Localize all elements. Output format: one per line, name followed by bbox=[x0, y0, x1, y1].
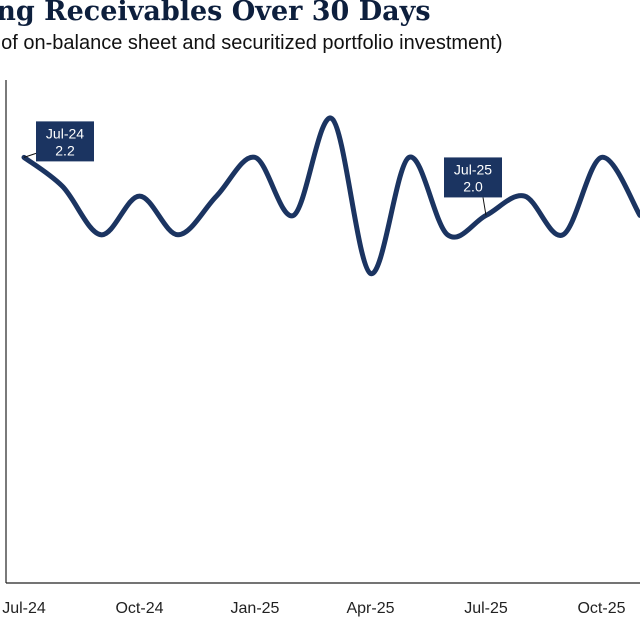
x-tick-label: Oct-24 bbox=[115, 600, 163, 617]
callout-leader bbox=[23, 152, 37, 158]
chart-title: ing Receivables Over 30 Days bbox=[0, 0, 431, 27]
x-tick-label: Jan-25 bbox=[231, 600, 280, 617]
callout-date: Jul-24 bbox=[46, 125, 84, 141]
chart-subtitle: t of on-balance sheet and securitized po… bbox=[0, 32, 503, 54]
callout-box bbox=[444, 157, 502, 198]
callout-leader bbox=[482, 197, 487, 216]
x-tick-label: Apr-25 bbox=[346, 600, 394, 617]
callout-value: 2.2 bbox=[55, 142, 75, 158]
callout-value: 2.0 bbox=[463, 178, 483, 194]
callout-box bbox=[36, 121, 94, 162]
x-tick-label: Jul-25 bbox=[464, 600, 508, 617]
series-line bbox=[21, 115, 640, 276]
x-tick-label: Oct-25 bbox=[577, 600, 625, 617]
x-tick-label: Jul-24 bbox=[2, 600, 46, 617]
callout-date: Jul-25 bbox=[454, 161, 492, 177]
